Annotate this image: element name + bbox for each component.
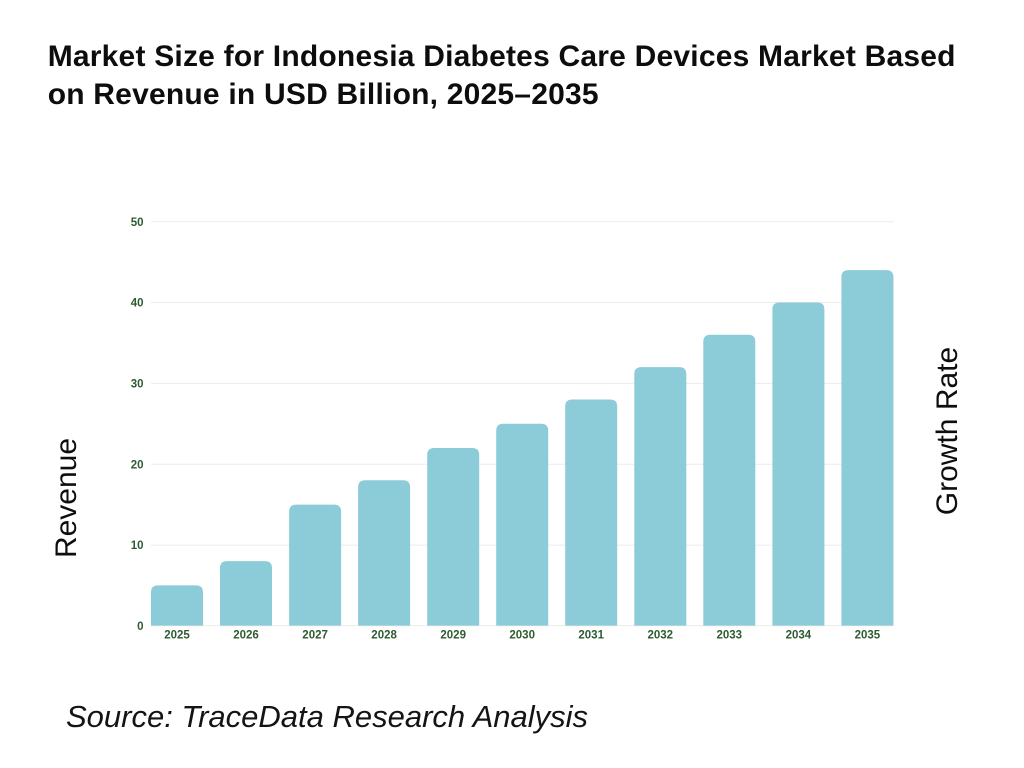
svg-text:2033: 2033: [717, 630, 743, 642]
svg-text:2026: 2026: [233, 630, 259, 642]
svg-text:2027: 2027: [302, 630, 328, 642]
svg-text:2032: 2032: [648, 630, 674, 642]
svg-text:2035: 2035: [855, 630, 881, 642]
svg-text:2029: 2029: [440, 630, 466, 642]
svg-text:2034: 2034: [786, 630, 812, 642]
svg-text:2025: 2025: [164, 630, 190, 642]
svg-text:0: 0: [137, 621, 143, 633]
svg-text:2030: 2030: [509, 630, 535, 642]
svg-text:30: 30: [131, 379, 144, 391]
svg-text:10: 10: [131, 540, 144, 552]
svg-text:50: 50: [131, 217, 144, 229]
svg-text:40: 40: [131, 298, 144, 310]
svg-text:20: 20: [131, 459, 144, 471]
svg-text:2031: 2031: [578, 630, 604, 642]
svg-text:2028: 2028: [371, 630, 397, 642]
